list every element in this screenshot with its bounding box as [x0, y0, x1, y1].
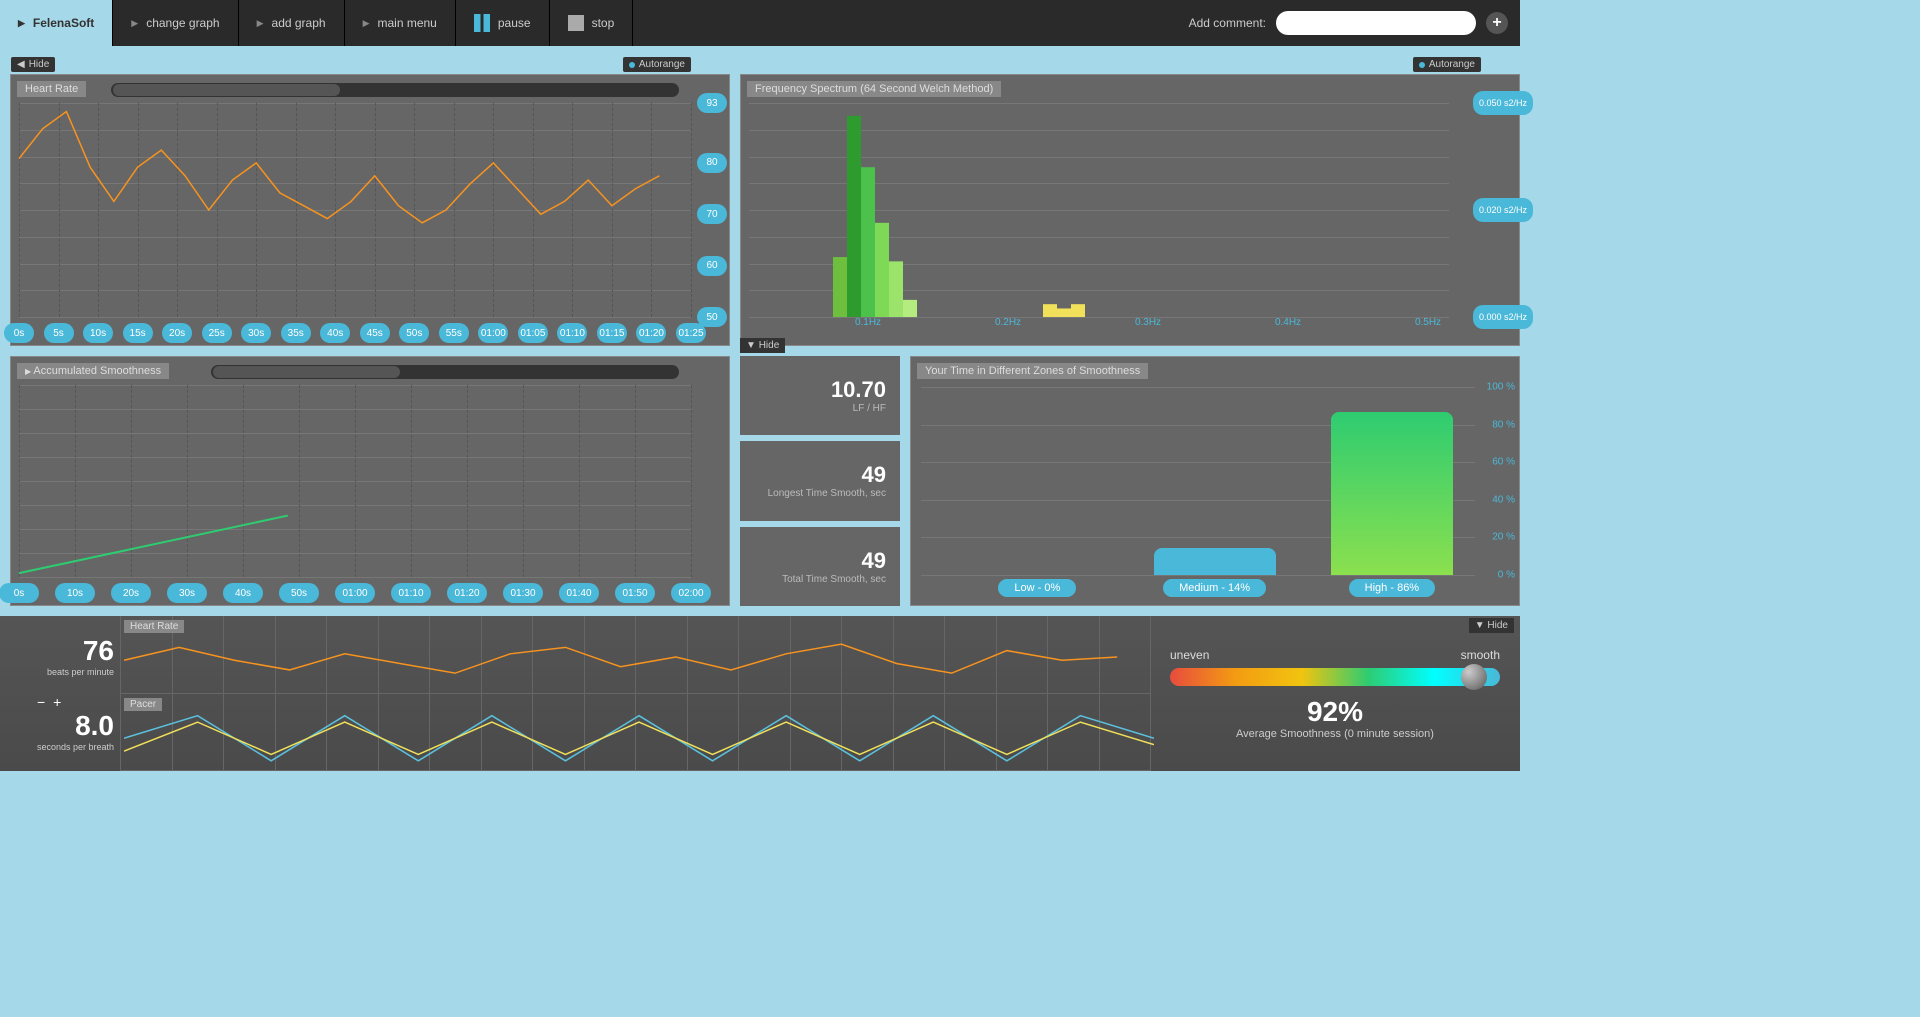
hr-y-axis: 9380706050: [695, 103, 729, 317]
main-grid: ◀ Hide Autorange Heart Rate 9380706050 0…: [0, 46, 1520, 616]
brand-tab[interactable]: ▶ FelenaSoft: [0, 0, 113, 46]
uneven-label: uneven: [1170, 648, 1209, 662]
comment-label: Add comment:: [1189, 16, 1266, 30]
smooth-line: [19, 385, 691, 577]
plus-button[interactable]: +: [53, 694, 61, 710]
smooth-label: smooth: [1461, 648, 1500, 662]
bottom-bar: 76 beats per minute − + 8.0 seconds per …: [0, 616, 1520, 771]
change-graph-tab[interactable]: ▶ change graph: [113, 0, 238, 46]
pacer-readout: − + 8.0 seconds per breath: [37, 694, 114, 752]
pause-label: pause: [498, 16, 531, 30]
freq-label: Frequency Spectrum (64 Second Welch Meth…: [747, 81, 1001, 97]
total-label: Total Time Smooth, sec: [782, 574, 886, 585]
pause-button[interactable]: pause: [456, 0, 550, 46]
row2-right: ▼ Hide 10.70 LF / HF 49 Longest Time Smo…: [740, 356, 1520, 606]
scrollbar-thumb[interactable]: [113, 84, 340, 96]
add-graph-label: add graph: [272, 16, 326, 30]
frequency-panel: Autorange Frequency Spectrum (64 Second …: [740, 74, 1520, 346]
zones-y-axis: 100 %80 %60 %40 %20 %0 %: [1479, 387, 1519, 575]
hr-value: 76: [47, 635, 114, 667]
freq-y-axis: 0.050 s2/Hz0.020 s2/Hz0.000 s2/Hz: [1453, 103, 1519, 317]
tri-icon: ▶: [131, 18, 138, 29]
smoothness-meter: ▼ Hide uneven smooth 92% Average Smoothn…: [1150, 616, 1520, 771]
stop-button[interactable]: stop: [550, 0, 634, 46]
smooth-label: ▶ Accumulated Smoothness: [17, 363, 169, 379]
pacer-mini-label: Pacer: [124, 698, 162, 711]
hr-line: [19, 103, 691, 317]
zones-label: Your Time in Different Zones of Smoothne…: [917, 363, 1148, 379]
slider-knob[interactable]: [1461, 664, 1487, 690]
smoothness-percent: 92%: [1307, 696, 1363, 728]
hr-readout: 76 beats per minute: [47, 635, 114, 677]
lfhf-label: LF / HF: [853, 403, 886, 414]
lfhf-stat: 10.70 LF / HF: [740, 356, 900, 435]
smooth-x-axis: 0s10s20s30s40s50s01:0001:1001:2001:3001:…: [19, 581, 691, 605]
total-value: 49: [862, 548, 886, 574]
longest-value: 49: [862, 462, 886, 488]
main-menu-tab[interactable]: ▶ main menu: [345, 0, 456, 46]
stop-icon: [568, 15, 584, 31]
hr-chart-area: [19, 103, 691, 317]
pacer-controls: − +: [37, 694, 114, 710]
topbar: ▶ FelenaSoft ▶ change graph ▶ add graph …: [0, 0, 1520, 46]
longest-stat: 49 Longest Time Smooth, sec: [740, 441, 900, 520]
smoothness-sublabel: Average Smoothness (0 minute session): [1236, 728, 1434, 740]
hr-x-axis: 0s5s10s15s20s25s30s35s40s45s50s55s01:000…: [19, 321, 691, 345]
hr-label: Heart Rate: [17, 81, 86, 97]
autorange-label: Autorange: [1429, 59, 1475, 70]
hr-scrollbar[interactable]: [111, 83, 679, 97]
brand-label: FelenaSoft: [33, 16, 94, 30]
comment-area: Add comment: +: [633, 0, 1520, 46]
bottom-left: 76 beats per minute − + 8.0 seconds per …: [0, 616, 120, 771]
freq-x-axis: 0.1Hz0.2Hz0.3Hz0.4Hz0.5Hz: [749, 317, 1449, 331]
hide-label: Hide: [29, 59, 50, 70]
change-graph-label: change graph: [146, 16, 219, 30]
longest-label: Longest Time Smooth, sec: [768, 488, 886, 499]
pacer-value: 8.0: [37, 710, 114, 742]
tri-icon: ▶: [257, 18, 264, 29]
stats-column: 10.70 LF / HF 49 Longest Time Smooth, se…: [740, 356, 900, 606]
pause-icon: [474, 14, 490, 32]
lfhf-value: 10.70: [831, 377, 886, 403]
hide-button[interactable]: ◀ Hide: [11, 57, 55, 72]
freq-chart-area: 0.1Hz0.2Hz0.3Hz0.4Hz0.5Hz: [749, 103, 1449, 317]
gradient-bar[interactable]: [1170, 668, 1500, 686]
tri-icon: ▶: [363, 18, 370, 29]
autorange-button[interactable]: Autorange: [623, 57, 691, 72]
stop-label: stop: [592, 16, 615, 30]
smooth-scrollbar[interactable]: [211, 365, 679, 379]
zones-chart: Low - 0%Medium - 14%High - 86%: [921, 387, 1475, 575]
total-stat: 49 Total Time Smooth, sec: [740, 527, 900, 606]
hide-button[interactable]: ▼ Hide: [1469, 618, 1514, 633]
tri-icon: ▶: [18, 18, 25, 29]
scrollbar-thumb[interactable]: [213, 366, 400, 378]
hr-mini-label: Heart Rate: [124, 620, 184, 633]
heart-rate-panel: ◀ Hide Autorange Heart Rate 9380706050 0…: [10, 74, 730, 346]
pacer-mini-chart: Pacer: [120, 694, 1150, 772]
meter-labels: uneven smooth: [1170, 648, 1500, 662]
add-graph-tab[interactable]: ▶ add graph: [239, 0, 345, 46]
comment-input[interactable]: [1276, 11, 1476, 35]
hr-sublabel: beats per minute: [47, 667, 114, 677]
pacer-sublabel: seconds per breath: [37, 742, 114, 752]
bottom-charts: Heart Rate Pacer: [120, 616, 1150, 771]
autorange-button[interactable]: Autorange: [1413, 57, 1481, 72]
hr-mini-line: [124, 628, 1154, 693]
add-comment-button[interactable]: +: [1486, 12, 1508, 34]
pacer-mini-line: [124, 706, 1154, 771]
smooth-chart-area: [19, 385, 691, 577]
minus-button[interactable]: −: [37, 694, 45, 710]
hr-mini-chart: Heart Rate: [120, 616, 1150, 694]
autorange-label: Autorange: [639, 59, 685, 70]
dot-icon: [1419, 62, 1425, 68]
smoothness-panel: ▶ Accumulated Smoothness 0s10s20s30s40s5…: [10, 356, 730, 606]
dot-icon: [629, 62, 635, 68]
main-menu-label: main menu: [377, 16, 436, 30]
zones-panel: Your Time in Different Zones of Smoothne…: [910, 356, 1520, 606]
hide-button[interactable]: ▼ Hide: [740, 338, 785, 353]
freq-bars: [749, 103, 1449, 317]
